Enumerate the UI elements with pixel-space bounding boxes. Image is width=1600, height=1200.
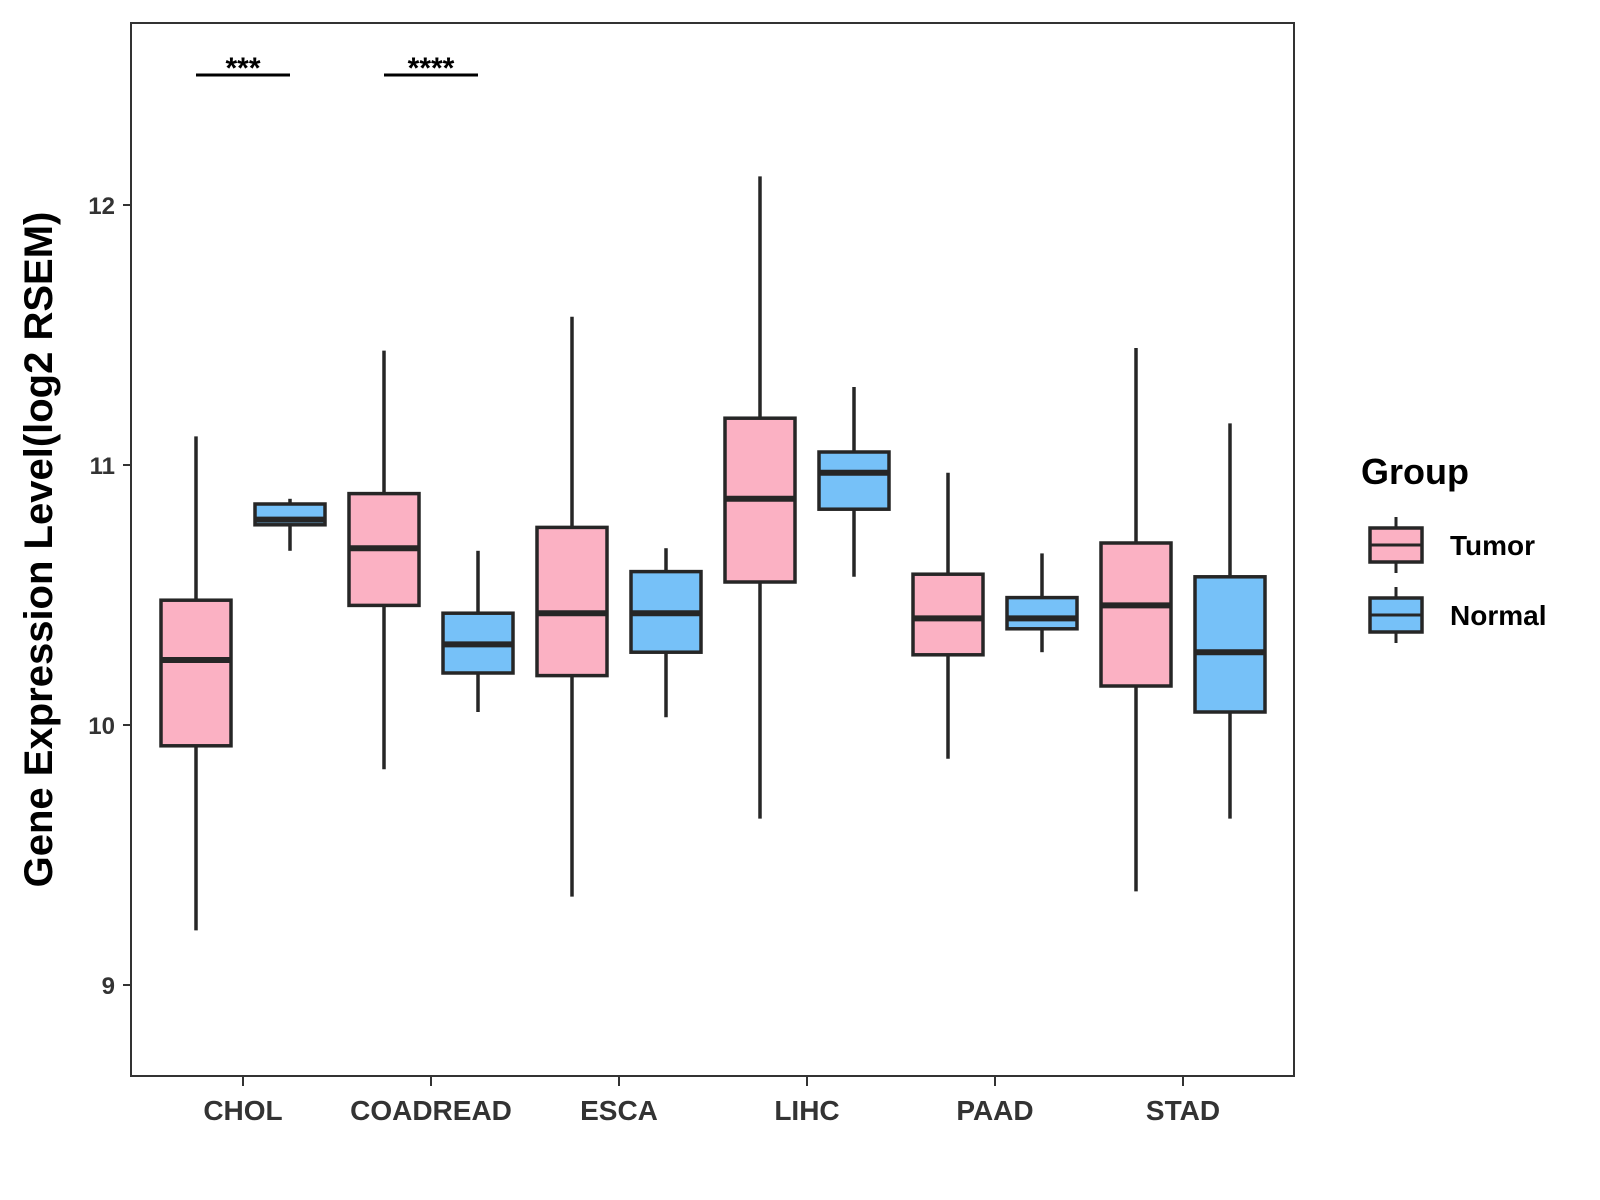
y-tick-label: 12 [88,193,115,220]
boxes-layer [159,176,1267,931]
legend-item-tumor: Tumor [1368,517,1535,573]
box-body [911,572,985,657]
box-body [159,598,233,748]
x-tick-label-stad: STAD [1146,1095,1220,1126]
axes-layer: 9 10 11 12 CHOL COADREAD ESCA LIHC PAAD STAD [88,193,1220,1126]
box-normal-stad [1193,423,1267,819]
box-body [1005,595,1079,631]
box-tumor-paad [911,472,985,759]
legend: Group Tumor Normal [1361,451,1546,643]
legend-title: Group [1361,451,1469,492]
legend-label-normal: Normal [1450,600,1546,631]
significance-layer: *** **** [196,52,478,85]
box-body [1099,541,1173,688]
box-body [817,450,891,511]
box-body [535,525,609,678]
x-tick-label-lihc: LIHC [774,1095,839,1126]
box-normal-esca [629,548,703,718]
y-tick-label: 10 [88,713,115,740]
y-tick-label: 9 [102,973,115,1000]
box-normal-coadread [441,550,515,712]
legend-item-normal: Normal [1368,587,1546,643]
y-axis-title: Gene Expression Level(log2 RSEM) [17,212,61,888]
box-tumor-esca [535,316,609,897]
box-body [1193,575,1267,714]
x-tick-label-esca: ESCA [580,1095,658,1126]
box-tumor-coadread [347,350,421,770]
significance-coadread: **** [384,52,478,85]
box-normal-chol [253,498,327,551]
x-tick-label-coadread: COADREAD [350,1095,512,1126]
x-tick-label-paad: PAAD [956,1095,1033,1126]
box-tumor-stad [1099,348,1173,892]
y-tick-label: 11 [90,453,115,480]
box-normal-paad [1005,553,1079,653]
panel-border [130,22,1295,1077]
box-tumor-lihc [723,176,797,819]
box-tumor-chol [159,436,233,931]
box-normal-lihc [817,387,891,577]
significance-label: **** [408,52,455,85]
legend-label-tumor: Tumor [1450,530,1535,561]
x-tick-label-chol: CHOL [203,1095,282,1126]
significance-label: *** [225,52,260,85]
significance-chol: *** [196,52,290,85]
